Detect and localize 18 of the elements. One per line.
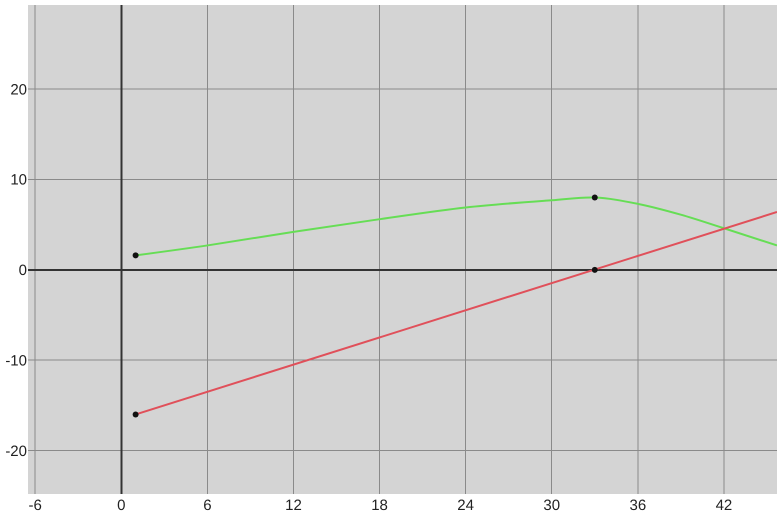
x-tick-label: 36 bbox=[629, 497, 646, 514]
x-tick-label: -6 bbox=[28, 497, 42, 514]
point bbox=[592, 266, 598, 273]
x-tick-label: 0 bbox=[117, 497, 126, 514]
point bbox=[132, 252, 139, 258]
x-tick-label: 12 bbox=[285, 497, 302, 514]
x-tick-label: 42 bbox=[716, 497, 732, 514]
x-tick-label: 24 bbox=[457, 497, 474, 514]
y-tick-label: -20 bbox=[5, 442, 27, 460]
y-tick-label: 20 bbox=[10, 81, 27, 98]
point bbox=[592, 194, 598, 201]
y-tick-label: 0 bbox=[18, 262, 27, 280]
x-tick-label: 18 bbox=[371, 497, 388, 514]
y-tick-label: 10 bbox=[10, 172, 27, 189]
x-tick-label: 30 bbox=[543, 497, 560, 514]
x-tick-label: 6 bbox=[203, 497, 212, 514]
y-tick-label: -10 bbox=[5, 352, 27, 370]
point bbox=[132, 411, 139, 418]
